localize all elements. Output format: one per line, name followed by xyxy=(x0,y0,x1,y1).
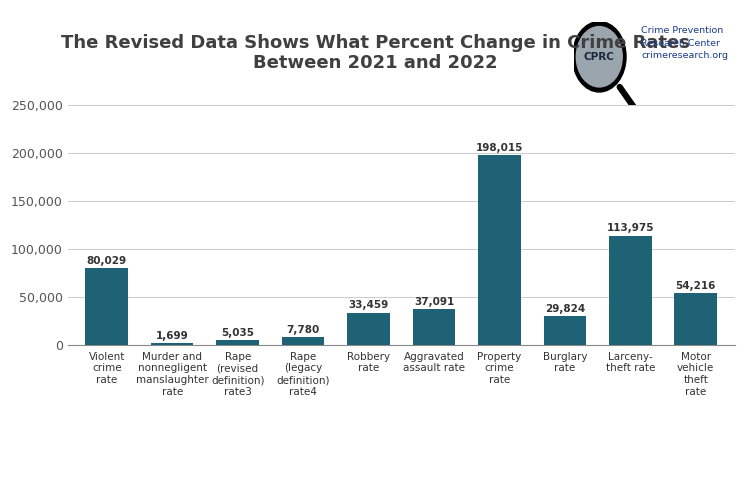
Circle shape xyxy=(576,26,622,87)
Text: 7,780: 7,780 xyxy=(286,325,320,335)
Text: 198,015: 198,015 xyxy=(476,143,523,153)
Text: 29,824: 29,824 xyxy=(544,304,585,314)
Circle shape xyxy=(572,22,626,92)
Bar xyxy=(151,343,194,345)
Text: The Revised Data Shows What Percent Change in Crime Rates
Between 2021 and 2022: The Revised Data Shows What Percent Chan… xyxy=(61,34,689,72)
Bar xyxy=(86,268,128,345)
Bar xyxy=(282,337,324,345)
Text: Crime Prevention
Research Center
crimeresearch.org: Crime Prevention Research Center crimere… xyxy=(641,26,728,60)
Bar xyxy=(674,293,717,345)
Text: 80,029: 80,029 xyxy=(87,256,127,266)
Bar xyxy=(544,316,586,345)
Text: 37,091: 37,091 xyxy=(414,297,454,307)
Text: 1,699: 1,699 xyxy=(156,331,188,341)
Text: 33,459: 33,459 xyxy=(349,300,388,310)
Text: 54,216: 54,216 xyxy=(676,281,716,291)
Bar xyxy=(217,340,259,345)
Bar xyxy=(609,236,652,345)
Bar xyxy=(478,155,520,345)
Text: 113,975: 113,975 xyxy=(607,223,654,233)
Text: CPRC: CPRC xyxy=(584,52,615,62)
Bar xyxy=(347,313,390,345)
Text: 5,035: 5,035 xyxy=(221,328,254,338)
Bar xyxy=(413,309,455,345)
